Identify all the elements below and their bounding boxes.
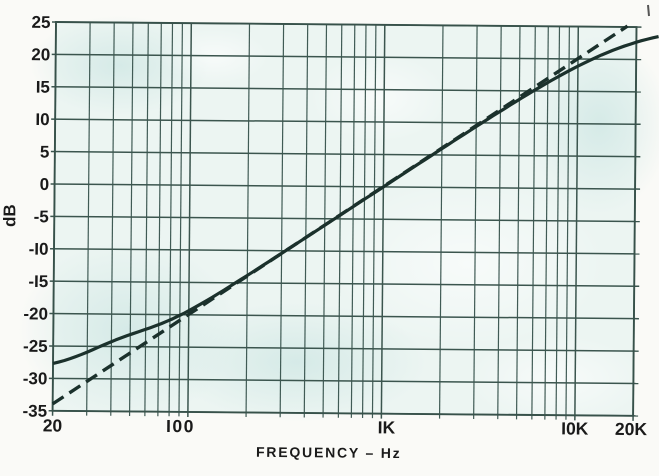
svg-text:-20: -20 xyxy=(23,304,48,323)
svg-text:0: 0 xyxy=(40,175,50,194)
svg-text:20: 20 xyxy=(31,45,50,64)
svg-text:I5: I5 xyxy=(36,78,50,97)
svg-text:dB: dB xyxy=(0,204,19,227)
svg-text:FREQUENCY – Hz: FREQUENCY – Hz xyxy=(256,444,402,461)
svg-text:-25: -25 xyxy=(23,337,48,356)
svg-text:-I0: -I0 xyxy=(29,240,49,259)
svg-text:20K: 20K xyxy=(615,419,648,439)
svg-text:IK: IK xyxy=(378,417,396,437)
svg-text:I00: I00 xyxy=(166,416,195,436)
svg-text:-30: -30 xyxy=(23,369,48,388)
svg-text:5: 5 xyxy=(40,142,50,161)
svg-text:I0: I0 xyxy=(35,110,49,129)
svg-text:-I5: -I5 xyxy=(28,272,48,291)
svg-text:20: 20 xyxy=(43,415,63,435)
svg-text:25: 25 xyxy=(31,13,50,32)
svg-text:I0K: I0K xyxy=(561,418,589,438)
svg-text:-5: -5 xyxy=(34,207,49,226)
svg-text:-35: -35 xyxy=(22,402,47,421)
